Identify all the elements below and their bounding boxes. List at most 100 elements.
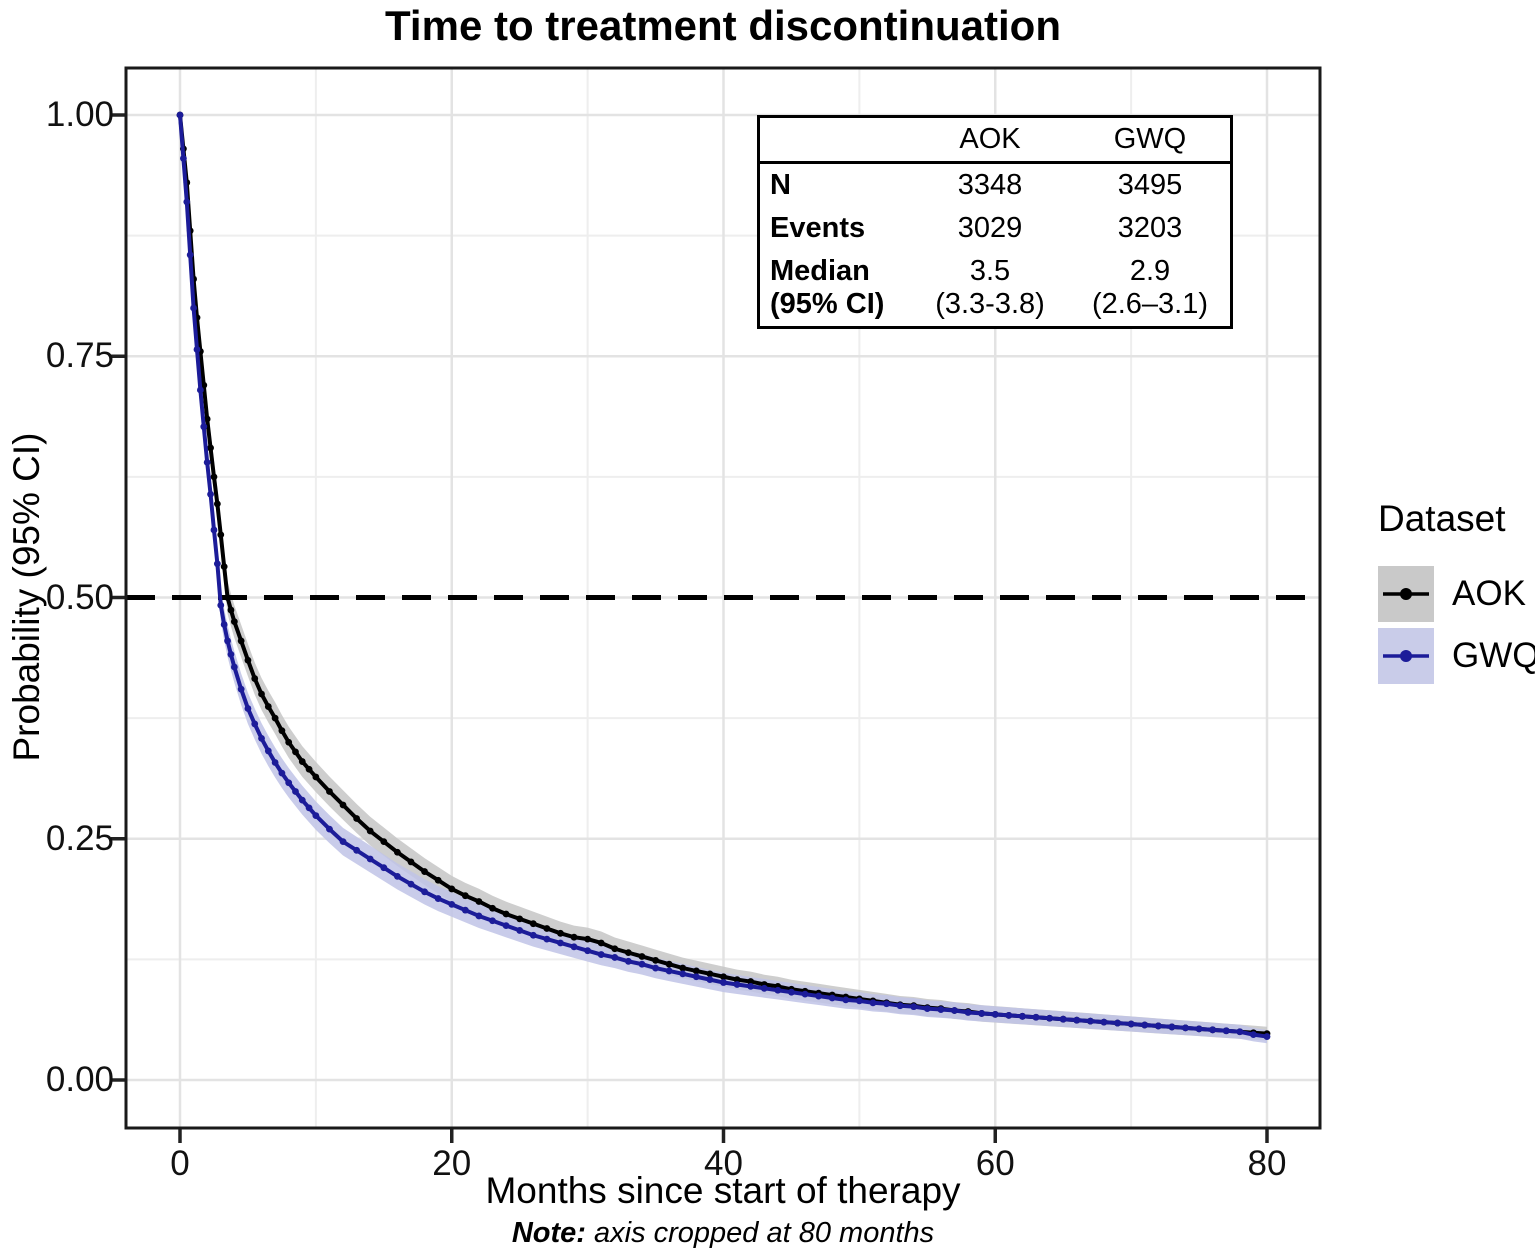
data-point-gwq xyxy=(407,880,415,888)
data-point-gwq xyxy=(258,734,265,742)
data-point-aok xyxy=(264,703,272,710)
data-point-gwq xyxy=(733,981,741,988)
axis-note-prefix: Note: xyxy=(511,1217,586,1249)
data-point-gwq xyxy=(230,663,238,671)
data-point-aok xyxy=(203,415,211,423)
data-point-aok xyxy=(665,960,673,968)
data-point-gwq xyxy=(1059,1015,1067,1023)
data-point-gwq xyxy=(264,747,272,755)
data-point-gwq xyxy=(183,198,191,206)
data-point-aok xyxy=(475,898,483,905)
data-point-aok xyxy=(747,978,755,985)
data-point-aok xyxy=(652,956,659,964)
x-tick-label: 80 xyxy=(1247,1144,1287,1183)
data-point-gwq xyxy=(1019,1012,1026,1020)
legend-key-gwq-swatch xyxy=(1378,628,1434,684)
data-point-aok xyxy=(292,748,299,756)
data-point-gwq xyxy=(692,973,700,981)
data-point-gwq xyxy=(1073,1016,1081,1024)
data-point-gwq xyxy=(964,1009,972,1016)
data-point-gwq xyxy=(475,912,483,920)
data-point-aok xyxy=(624,949,632,957)
legend-item-aok: AOK xyxy=(1378,566,1535,622)
data-point-aok xyxy=(679,964,687,972)
stats-n-aok: 3348 xyxy=(957,169,1023,201)
data-point-gwq xyxy=(1263,1033,1271,1040)
data-point-gwq xyxy=(193,346,201,353)
data-point-aok xyxy=(278,727,286,735)
data-point-gwq xyxy=(1168,1023,1176,1031)
data-point-aok xyxy=(557,929,564,937)
data-point-aok xyxy=(394,848,401,856)
y-tick-label: 1.00 xyxy=(45,95,114,134)
data-point-gwq xyxy=(720,979,727,986)
data-point-gwq xyxy=(1032,1013,1040,1021)
data-point-gwq xyxy=(1005,1011,1013,1019)
data-point-aok xyxy=(237,637,245,645)
data-point-gwq xyxy=(271,759,279,766)
data-point-gwq xyxy=(624,957,632,965)
data-point-gwq xyxy=(801,990,809,998)
data-point-gwq xyxy=(298,796,306,804)
data-point-gwq xyxy=(448,900,456,908)
stats-median-gwq-value: 2.9 xyxy=(1129,255,1171,287)
data-point-gwq xyxy=(584,947,592,955)
stats-header-row: AOK GWQ xyxy=(758,116,1232,164)
data-point-aok xyxy=(434,876,442,884)
legend-label-gwq: GWQ xyxy=(1452,636,1535,675)
data-point-gwq xyxy=(394,872,401,880)
data-point-aok xyxy=(570,933,578,941)
stats-median-gwq-ci: (2.6–3.1) xyxy=(1091,288,1209,320)
stats-label-median: Median (95% CI) xyxy=(759,250,911,328)
data-point-aok xyxy=(244,656,252,664)
data-point-gwq xyxy=(251,720,259,728)
data-point-gwq xyxy=(339,838,347,846)
data-point-aok xyxy=(720,973,727,981)
data-point-gwq xyxy=(896,1002,904,1010)
data-point-aok xyxy=(230,618,238,626)
data-point-gwq xyxy=(1086,1017,1094,1025)
stats-label-median-line2: (95% CI) xyxy=(770,288,885,320)
data-point-aok xyxy=(611,945,619,953)
data-point-aok xyxy=(251,675,259,682)
data-point-gwq xyxy=(203,459,211,466)
data-point-gwq xyxy=(815,992,823,1000)
data-point-gwq xyxy=(292,788,299,795)
data-point-gwq xyxy=(224,637,231,645)
data-point-aok xyxy=(312,773,320,781)
data-point-gwq xyxy=(828,994,836,1002)
data-point-aok xyxy=(733,976,741,984)
data-point-gwq xyxy=(502,922,510,929)
axis-note: Note: axis cropped at 80 months xyxy=(126,1217,1320,1250)
data-point-gwq xyxy=(1100,1018,1108,1026)
data-point-aok xyxy=(366,827,374,835)
data-point-aok xyxy=(298,758,306,765)
data-point-aok xyxy=(207,444,214,452)
data-point-aok xyxy=(489,904,496,912)
legend-title: Dataset xyxy=(1378,498,1506,539)
data-point-gwq xyxy=(210,526,218,534)
data-point-aok xyxy=(502,910,510,918)
data-point-gwq xyxy=(760,984,768,992)
data-point-gwq xyxy=(788,988,795,996)
data-point-gwq xyxy=(196,386,204,394)
stats-median-aok: 3.5 (3.3-3.8) xyxy=(910,250,1070,328)
data-point-gwq xyxy=(434,895,442,902)
data-point-aok xyxy=(339,801,347,809)
legend: Dataset AOK GWQ xyxy=(1378,498,1535,690)
data-point-aok xyxy=(224,594,231,601)
data-point-aok xyxy=(271,714,279,722)
data-point-gwq xyxy=(1114,1019,1121,1027)
data-point-gwq xyxy=(244,705,252,712)
legend-label-aok: AOK xyxy=(1452,574,1526,613)
data-point-gwq xyxy=(679,970,687,978)
data-point-gwq xyxy=(186,251,194,259)
data-point-gwq xyxy=(652,964,659,972)
data-point-aok xyxy=(285,738,293,746)
stats-label-n: N xyxy=(770,169,791,201)
data-point-gwq xyxy=(489,917,496,925)
data-point-gwq xyxy=(461,906,469,914)
data-point-gwq xyxy=(855,997,863,1005)
panel-border xyxy=(124,66,1322,1130)
